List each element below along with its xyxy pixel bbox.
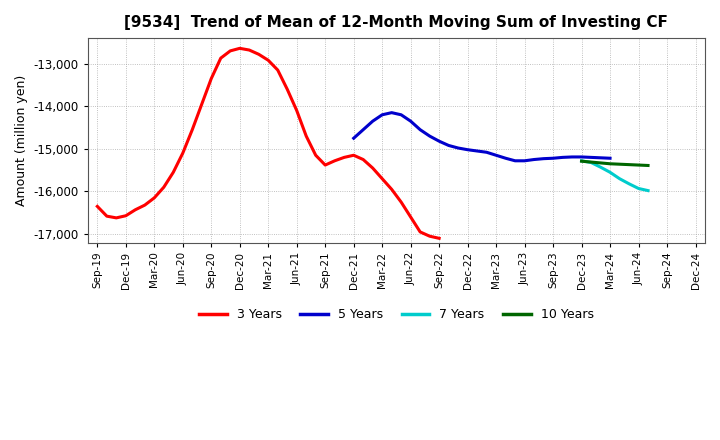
Title: [9534]  Trend of Mean of 12-Month Moving Sum of Investing CF: [9534] Trend of Mean of 12-Month Moving … <box>125 15 668 30</box>
Y-axis label: Amount (million yen): Amount (million yen) <box>15 75 28 206</box>
Legend: 3 Years, 5 Years, 7 Years, 10 Years: 3 Years, 5 Years, 7 Years, 10 Years <box>194 303 598 326</box>
